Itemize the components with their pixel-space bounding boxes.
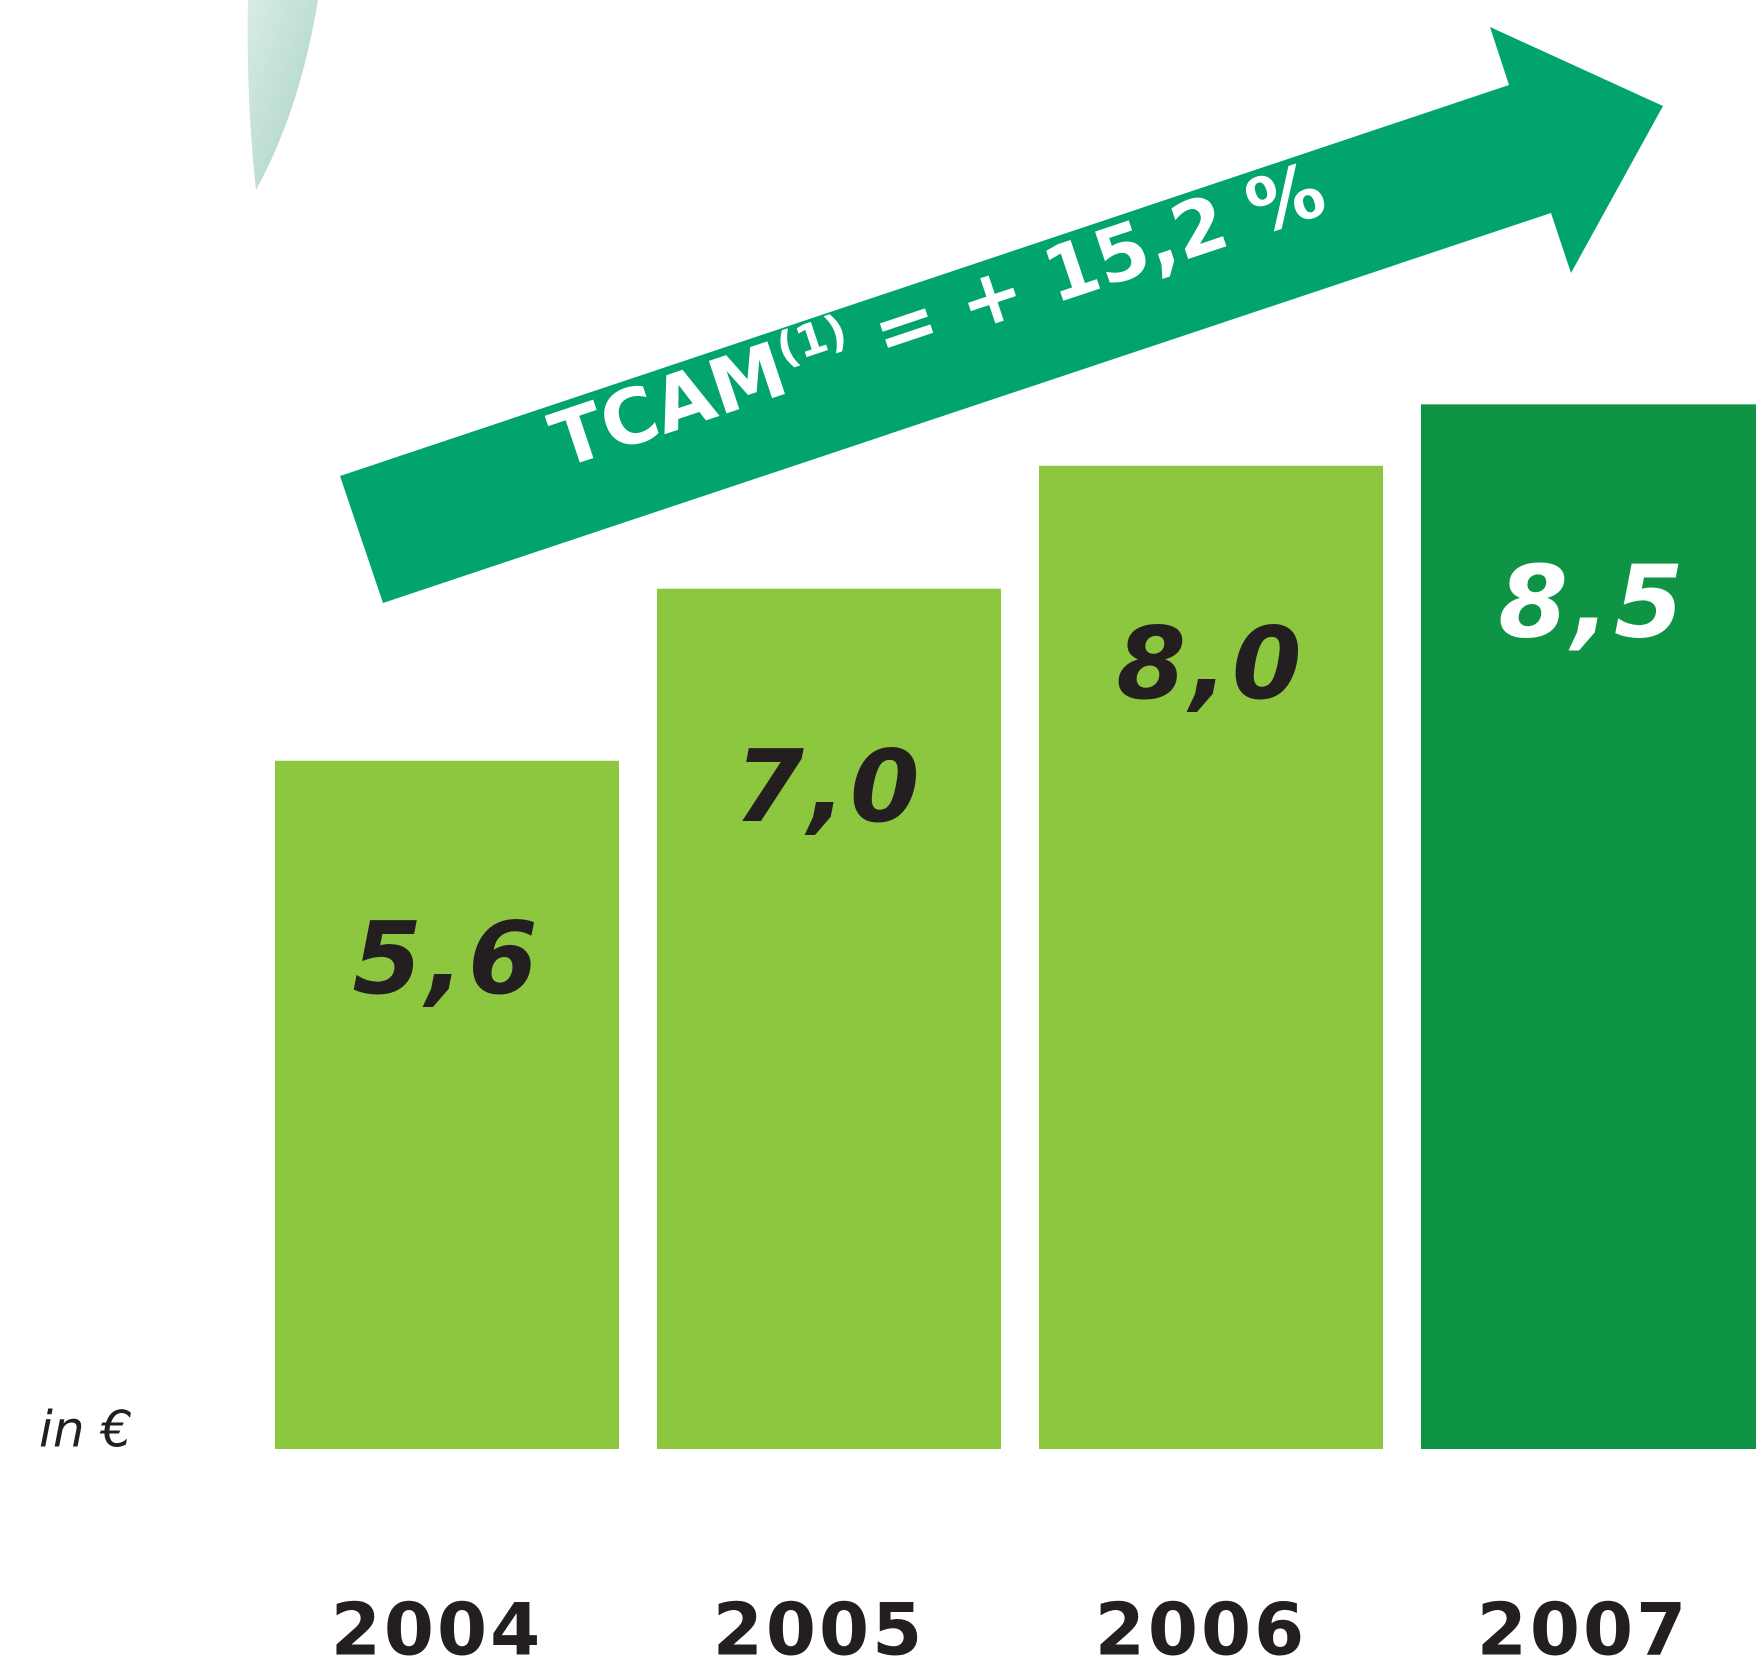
leaf-decoration [248, 0, 318, 190]
x-tick-label: 2007 [1477, 1588, 1689, 1672]
bar [657, 589, 1001, 1449]
x-tick-label: 2004 [331, 1588, 543, 1672]
page: in € 5,620047,020058,020068,52007TCAM(1)… [0, 0, 1756, 1674]
value-label: 8,0 [1116, 605, 1305, 722]
value-label: 5,6 [352, 900, 541, 1017]
value-label: 7,0 [734, 728, 923, 845]
x-tick-label: 2005 [713, 1588, 925, 1672]
x-tick-label: 2006 [1095, 1588, 1307, 1672]
value-label: 8,5 [1498, 544, 1687, 661]
bar [275, 761, 619, 1449]
chart: in € 5,620047,020058,020068,52007TCAM(1)… [0, 0, 1756, 1674]
unit-label: in € [39, 1401, 132, 1459]
